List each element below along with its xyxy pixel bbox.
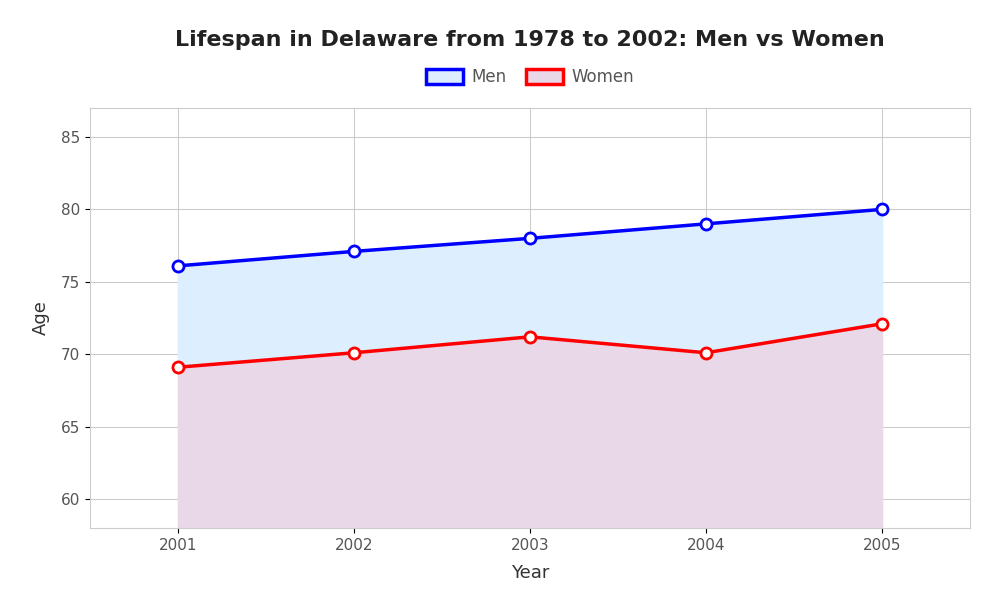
Y-axis label: Age: Age — [32, 301, 50, 335]
Title: Lifespan in Delaware from 1978 to 2002: Men vs Women: Lifespan in Delaware from 1978 to 2002: … — [175, 29, 885, 49]
X-axis label: Year: Year — [511, 564, 549, 582]
Legend: Men, Women: Men, Women — [419, 62, 641, 93]
